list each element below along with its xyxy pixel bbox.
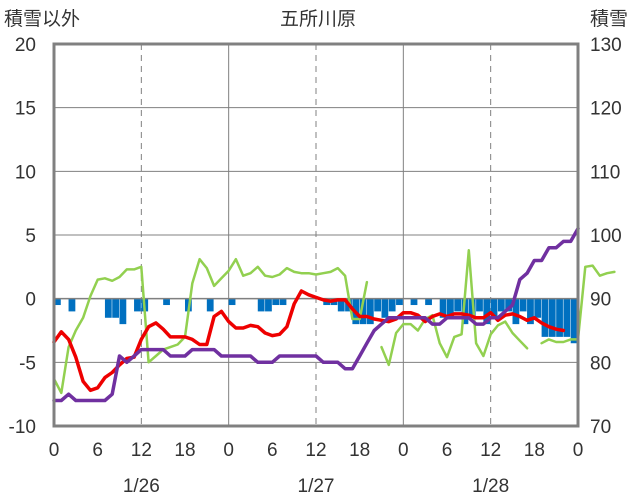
x-tick-9: 6 (442, 440, 453, 461)
precip-bar-66 (534, 298, 542, 318)
precip-bar-39 (337, 298, 345, 312)
precip-bar-53 (439, 298, 447, 318)
precip-bar-70 (563, 298, 571, 337)
x-tick-2: 12 (131, 440, 152, 461)
x-tick-5: 6 (267, 440, 278, 461)
x-tick-8: 0 (398, 440, 409, 461)
right-tick-0: 130 (590, 35, 622, 56)
precip-bar-68 (548, 298, 556, 337)
right-tick-1: 120 (590, 99, 622, 120)
left-tick-2: 10 (15, 162, 36, 183)
plot-frame (52, 42, 580, 428)
precip-bar-28 (257, 298, 265, 312)
precip-bar-2 (68, 298, 76, 312)
temperature-line (52, 289, 566, 393)
x-tick-3: 18 (174, 440, 195, 461)
precip-bar-64 (519, 298, 527, 312)
precip-bar-67 (541, 298, 549, 337)
left-tick-5: -5 (19, 353, 36, 374)
precip-bar-71 (570, 298, 578, 344)
precip-bar-60 (490, 298, 498, 318)
day-label-1: 1/27 (298, 476, 335, 497)
snow_depth-line (52, 226, 580, 403)
precip-bar-56 (461, 298, 469, 325)
right-tick-3: 100 (590, 226, 622, 247)
precip-bar-42 (359, 298, 367, 325)
x-tick-1: 6 (92, 440, 103, 461)
chart-title: 五所川原 (279, 9, 356, 30)
right-tick-2: 110 (590, 162, 620, 183)
precip-bar-21 (206, 298, 214, 312)
precip-bar-15 (163, 298, 170, 306)
precip-bar-0 (54, 298, 61, 306)
precip-bar-62 (505, 298, 512, 312)
precip-bar-47 (396, 298, 403, 306)
precip-bar-55 (454, 298, 462, 312)
precip-bar-59 (483, 298, 491, 325)
x-tick-12: 0 (573, 440, 584, 461)
precip-bar-43 (366, 298, 374, 325)
left-axis-label: 積雪以外 (4, 9, 81, 30)
x-tick-6: 12 (305, 440, 326, 461)
precip-bar-9 (119, 298, 127, 325)
day-label-0: 1/26 (123, 476, 160, 497)
right-tick-6: 70 (590, 417, 611, 438)
precip-bar-54 (447, 298, 454, 318)
precip-bar-31 (279, 298, 287, 306)
precip-bar-58 (476, 298, 483, 312)
left-tick-1: 15 (15, 99, 36, 120)
right-axis-label: 積雪 (589, 9, 628, 30)
day-label-2: 1/28 (472, 476, 509, 497)
precip-bar-8 (112, 298, 119, 318)
precip-bar-49 (410, 298, 418, 306)
precip-bar-24 (228, 298, 236, 306)
precip-bar-65 (527, 298, 534, 325)
right-tick-4: 90 (590, 290, 611, 311)
left-tick-4: 0 (25, 290, 36, 311)
x-tick-7: 18 (349, 440, 370, 461)
precip-bar-45 (381, 298, 389, 318)
precip-bar-61 (497, 298, 505, 312)
precip-bar-7 (104, 298, 112, 318)
precip-bar-44 (374, 298, 381, 312)
precip-bar-46 (388, 298, 396, 312)
right-tick-5: 80 (590, 353, 611, 374)
left-tick-6: -10 (9, 417, 36, 438)
precip-bar-30 (272, 298, 280, 306)
precip-bar-69 (556, 298, 563, 337)
x-tick-10: 12 (480, 440, 501, 461)
precip-bar-63 (512, 298, 520, 325)
left-tick-3: 5 (25, 226, 36, 247)
precip-bar-11 (134, 298, 141, 312)
left-tick-0: 20 (15, 35, 36, 56)
precip-bar-29 (265, 298, 272, 312)
precip-bar-51 (425, 298, 432, 306)
x-tick-4: 0 (223, 440, 234, 461)
x-tick-11: 18 (524, 440, 545, 461)
x-tick-0: 0 (49, 440, 60, 461)
